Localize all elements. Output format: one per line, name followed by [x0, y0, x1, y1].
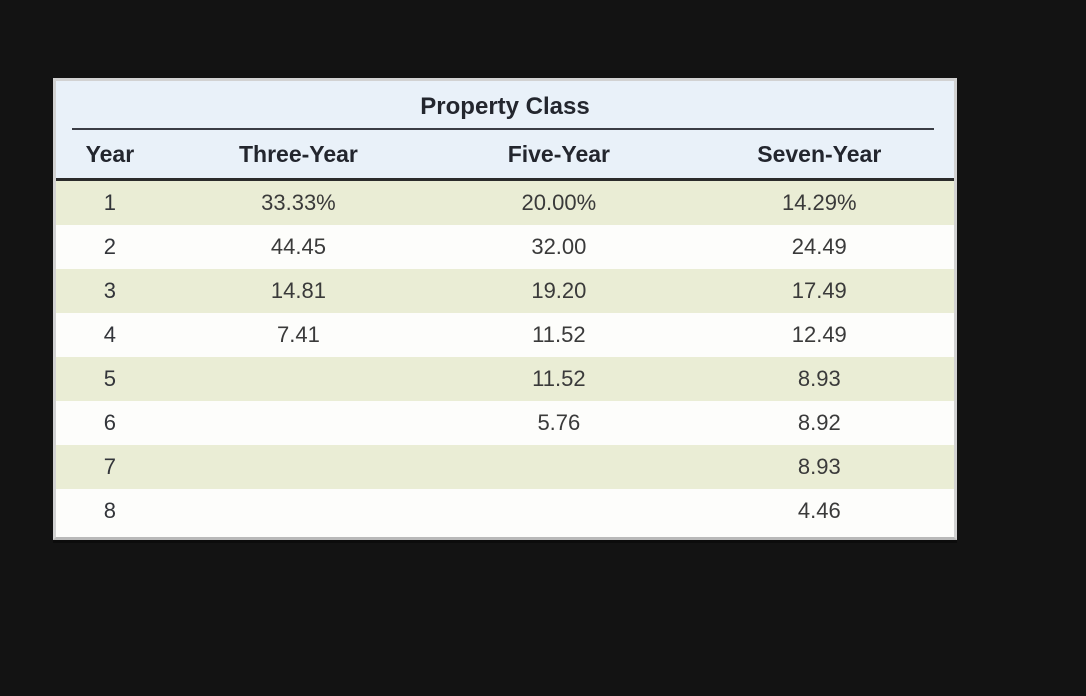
five-year-cell: 19.20	[531, 278, 587, 303]
year-cell: 3	[103, 278, 116, 303]
table-row: 7 8.93	[56, 445, 954, 489]
five-year-cell	[433, 445, 684, 489]
seven-year-cell: 4.46	[797, 498, 841, 523]
seven-year-cell: 12.49	[791, 322, 847, 347]
five-year-cell: 11.52	[532, 322, 586, 347]
table-row: 6 5.76 8.92	[56, 401, 954, 445]
seven-year-cell: 17.49	[791, 278, 847, 303]
table-row: 8 4.46	[56, 489, 954, 533]
seven-year-cell: 14.29%	[781, 190, 857, 215]
table-row: 2 44.45 32.00 24.49	[56, 225, 954, 269]
three-year-cell	[164, 401, 433, 445]
year-cell: 2	[103, 234, 116, 259]
column-header-seven-year: Seven-Year	[757, 141, 882, 167]
three-year-cell	[164, 445, 433, 489]
column-header-five-year: Five-Year	[507, 141, 610, 167]
five-year-cell: 20.00%	[521, 190, 597, 215]
table-title: Property Class	[420, 93, 590, 120]
property-class-table: Property Class Year Three-Year Five-Year…	[53, 78, 957, 540]
column-header-row: Year Three-Year Five-Year Seven-Year	[56, 130, 954, 178]
three-year-cell: 7.41	[277, 322, 320, 347]
year-cell: 5	[103, 366, 116, 391]
column-header-year: Year	[85, 141, 135, 167]
year-cell: 4	[103, 322, 116, 347]
three-year-cell	[164, 357, 433, 401]
seven-year-cell: 8.93	[797, 454, 841, 479]
table-row: 4 7.41 11.52 12.49	[56, 313, 954, 357]
title-divider	[72, 128, 934, 130]
three-year-cell: 14.81	[270, 278, 326, 303]
year-cell: 7	[103, 454, 116, 479]
column-header-three-year: Three-Year	[238, 141, 358, 167]
table-row: 3 14.81 19.20 17.49	[56, 269, 954, 313]
five-year-cell	[433, 489, 684, 533]
five-year-cell: 32.00	[531, 234, 587, 259]
year-cell: 8	[103, 498, 116, 523]
seven-year-cell: 8.93	[797, 366, 841, 391]
seven-year-cell: 8.92	[797, 410, 841, 435]
three-year-cell: 44.45	[270, 234, 326, 259]
year-cell: 6	[103, 410, 116, 435]
table-header: Property Class Year Three-Year Five-Year…	[56, 81, 954, 181]
table-row: 1 33.33% 20.00% 14.29%	[56, 181, 954, 225]
three-year-cell: 33.33%	[261, 190, 336, 215]
table-body: 1 33.33% 20.00% 14.29% 2 44.45 32.00 24.…	[56, 181, 954, 533]
five-year-cell: 5.76	[537, 410, 581, 435]
year-cell: 1	[103, 190, 116, 215]
five-year-cell: 11.52	[532, 366, 586, 391]
seven-year-cell: 24.49	[791, 234, 847, 259]
three-year-cell	[164, 489, 433, 533]
table-row: 5 11.52 8.93	[56, 357, 954, 401]
